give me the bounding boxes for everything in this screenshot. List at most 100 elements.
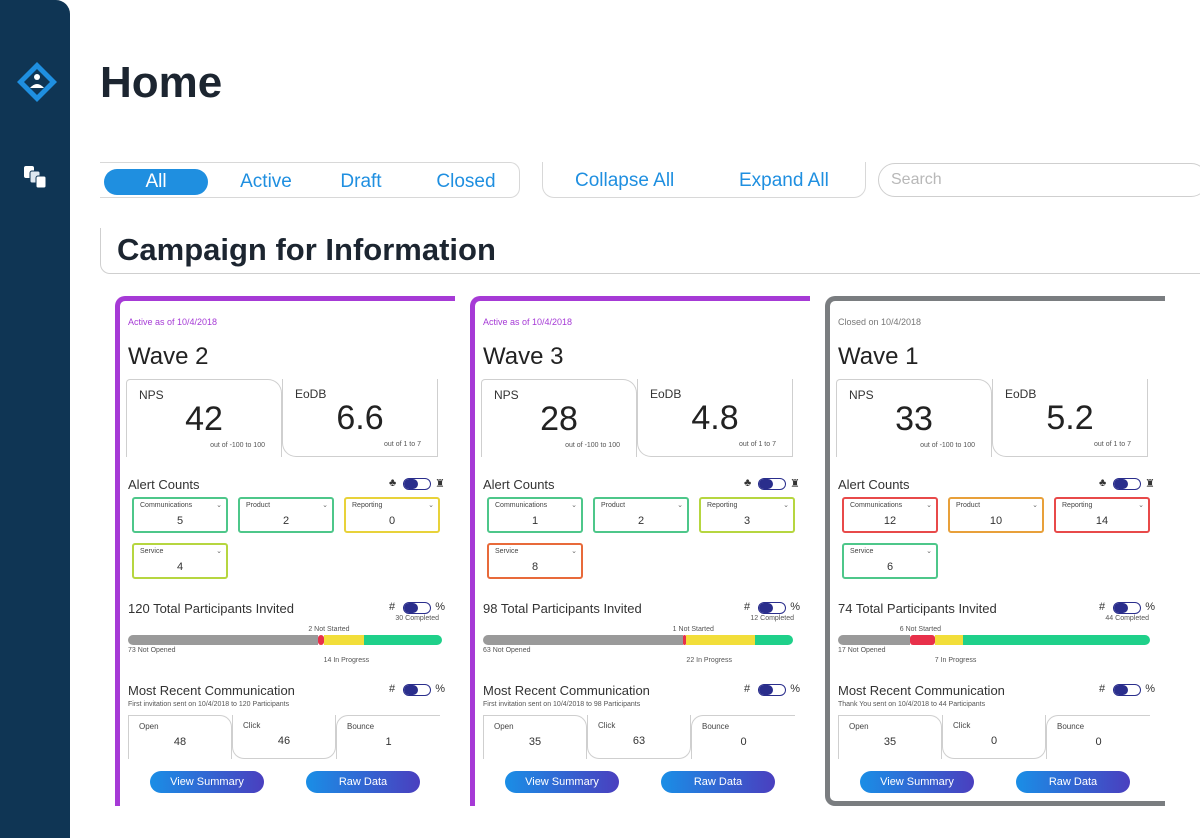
alert-category: Communications [850, 502, 903, 509]
toggle-track[interactable] [758, 478, 786, 490]
participants-toggle[interactable]: # % [389, 601, 445, 615]
alert-box[interactable]: Product ⌄ 10 [948, 497, 1044, 533]
expand-collapse-group: Collapse All Expand All [542, 162, 866, 198]
nps-value: 28 [540, 400, 578, 438]
alert-box[interactable]: Service ⌄ 8 [487, 543, 583, 579]
filter-closed-button[interactable]: Closed [424, 169, 508, 195]
toggle-track[interactable] [403, 602, 431, 614]
alert-box[interactable]: Service ⌄ 6 [842, 543, 938, 579]
alert-box[interactable]: Reporting ⌄ 0 [344, 497, 440, 533]
app-logo-icon[interactable] [15, 60, 59, 104]
alert-box[interactable]: Communications ⌄ 5 [132, 497, 228, 533]
chevron-down-icon[interactable]: ⌄ [783, 502, 789, 509]
not-started-count: 6 Not Started [899, 626, 941, 633]
participants-toggle[interactable]: # % [1099, 601, 1155, 615]
alert-box[interactable]: Service ⌄ 4 [132, 543, 228, 579]
in-progress-segment [323, 635, 365, 645]
chevron-down-icon[interactable]: ⌄ [571, 548, 577, 555]
alert-box[interactable]: Communications ⌄ 12 [842, 497, 938, 533]
raw-data-button[interactable]: Raw Data [306, 771, 420, 793]
campaigns-stack-icon[interactable] [22, 162, 54, 194]
open-stat[interactable]: Open 35 [483, 715, 587, 759]
in-progress-count: 22 In Progress [686, 657, 732, 664]
nps-metric[interactable]: NPS 28 out of -100 to 100 [481, 379, 637, 457]
participants-toggle[interactable]: # % [744, 601, 800, 615]
alert-box[interactable]: Product ⌄ 2 [593, 497, 689, 533]
open-stat[interactable]: Open 35 [838, 715, 942, 759]
wave-title: Wave 1 [838, 343, 919, 370]
stat-value: 35 [883, 736, 897, 748]
alert-toggle[interactable]: ♣ ♜ [1099, 477, 1155, 491]
alert-count: 6 [886, 561, 894, 573]
alert-box[interactable]: Reporting ⌄ 3 [699, 497, 795, 533]
alert-box[interactable]: Communications ⌄ 1 [487, 497, 583, 533]
expand-all-button[interactable]: Expand All [739, 170, 829, 191]
alert-toggle[interactable]: ♣ ♜ [744, 477, 800, 491]
chevron-down-icon[interactable]: ⌄ [1138, 502, 1144, 509]
eodb-range: out of 1 to 7 [384, 441, 421, 448]
not-started-count: 2 Not Started [308, 626, 350, 633]
alert-box[interactable]: Reporting ⌄ 14 [1054, 497, 1150, 533]
not-opened-segment [838, 635, 910, 645]
filter-all-button[interactable]: All [104, 169, 208, 195]
campaign-section-header[interactable]: Campaign for Information [100, 228, 1200, 274]
toggle-track[interactable] [403, 684, 431, 696]
raw-data-button[interactable]: Raw Data [1016, 771, 1130, 793]
click-stat[interactable]: Click 0 [942, 715, 1046, 759]
toggle-track[interactable] [1113, 684, 1141, 696]
chevron-down-icon[interactable]: ⌄ [926, 548, 932, 555]
alert-category: Product [956, 502, 981, 509]
communication-toggle[interactable]: # % [389, 683, 445, 697]
chevron-down-icon[interactable]: ⌄ [926, 502, 932, 509]
nps-label: NPS [139, 388, 164, 402]
alert-count: 2 [637, 515, 645, 527]
communication-toggle[interactable]: # % [1099, 683, 1155, 697]
click-stat[interactable]: Click 63 [587, 715, 691, 759]
view-summary-button[interactable]: View Summary [150, 771, 264, 793]
collapse-all-button[interactable]: Collapse All [575, 170, 675, 191]
open-stat[interactable]: Open 48 [128, 715, 232, 759]
sidebar [0, 0, 70, 838]
chevron-down-icon[interactable]: ⌄ [428, 502, 434, 509]
chevron-down-icon[interactable]: ⌄ [322, 502, 328, 509]
alert-category: Reporting [707, 502, 738, 509]
toggle-track[interactable] [758, 602, 786, 614]
search-input[interactable] [878, 163, 1200, 197]
chevron-down-icon[interactable]: ⌄ [216, 548, 222, 555]
toggle-track[interactable] [1113, 478, 1141, 490]
filter-active-button[interactable]: Active [226, 169, 306, 195]
eodb-metric[interactable]: EoDB 4.8 out of 1 to 7 [637, 379, 793, 457]
toggle-track[interactable] [403, 478, 431, 490]
alert-toggle[interactable]: ♣ ♜ [389, 477, 445, 491]
bounce-stat[interactable]: Bounce 0 [691, 715, 795, 759]
nps-metric[interactable]: NPS 42 out of -100 to 100 [126, 379, 282, 457]
nps-metric[interactable]: NPS 33 out of -100 to 100 [836, 379, 992, 457]
toggle-track[interactable] [758, 684, 786, 696]
eodb-metric[interactable]: EoDB 5.2 out of 1 to 7 [992, 379, 1148, 457]
chevron-down-icon[interactable]: ⌄ [216, 502, 222, 509]
hash-icon: # [389, 683, 396, 695]
view-summary-button[interactable]: View Summary [505, 771, 619, 793]
percent-icon: % [1145, 601, 1155, 613]
percent-icon: % [435, 683, 445, 695]
alert-icon: ♣ [1099, 477, 1107, 489]
filter-draft-button[interactable]: Draft [324, 169, 398, 195]
bounce-stat[interactable]: Bounce 0 [1046, 715, 1150, 759]
not-started-segment [318, 635, 324, 645]
chevron-down-icon[interactable]: ⌄ [1032, 502, 1038, 509]
click-stat[interactable]: Click 46 [232, 715, 336, 759]
alert-box[interactable]: Product ⌄ 2 [238, 497, 334, 533]
stat-value: 1 [385, 736, 392, 748]
eodb-metric[interactable]: EoDB 6.6 out of 1 to 7 [282, 379, 438, 457]
alert-count: 3 [743, 515, 751, 527]
percent-icon: % [1145, 683, 1155, 695]
chevron-down-icon[interactable]: ⌄ [677, 502, 683, 509]
bounce-stat[interactable]: Bounce 1 [336, 715, 440, 759]
chevron-down-icon[interactable]: ⌄ [571, 502, 577, 509]
communication-toggle[interactable]: # % [744, 683, 800, 697]
toggle-track[interactable] [1113, 602, 1141, 614]
wave-card: Active as of 10/4/2018 Wave 2 NPS 42 out … [115, 296, 455, 806]
view-summary-button[interactable]: View Summary [860, 771, 974, 793]
raw-data-button[interactable]: Raw Data [661, 771, 775, 793]
page-title: Home [100, 58, 223, 107]
